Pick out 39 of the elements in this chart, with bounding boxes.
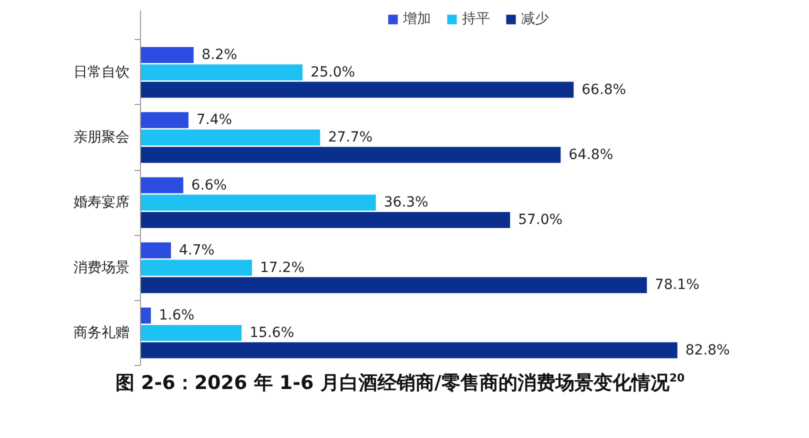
y-tick-label: 商务礼赠 <box>74 324 130 341</box>
data-label: 66.8% <box>582 82 626 98</box>
data-label: 82.8% <box>685 342 730 358</box>
data-label: 25.0% <box>310 64 356 80</box>
data-label: 1.6% <box>158 308 194 324</box>
data-label: 6.6% <box>191 177 227 194</box>
bar <box>140 130 320 146</box>
bar <box>140 277 647 294</box>
bar <box>140 146 561 163</box>
text: 图 2-6：2026 年 1-6 月白酒经销商/零售商的消费场景变化情况$^{20}$ <box>114 370 686 396</box>
y-tick-label: 日常自饮 <box>74 64 130 80</box>
bar <box>140 342 678 358</box>
bar <box>140 112 188 128</box>
bar <box>140 177 184 194</box>
legend-label: 增加 <box>403 10 431 28</box>
y-tick-label: 亲朋聚会 <box>74 130 130 146</box>
data-label: 27.7% <box>328 130 373 146</box>
legend-label: 持平 <box>462 10 490 28</box>
y-tick-label: 婚寿宴席 <box>74 194 130 211</box>
bar <box>140 324 242 341</box>
bar <box>140 260 252 276</box>
bar <box>140 47 194 63</box>
bar <box>140 194 376 211</box>
data-label: 15.6% <box>250 324 294 341</box>
y-tick-label: 消费场景 <box>74 260 130 276</box>
bar <box>140 82 574 98</box>
data-label: 36.3% <box>384 194 428 211</box>
bar <box>140 242 171 258</box>
data-label: 17.2% <box>260 260 305 276</box>
bar <box>140 212 510 228</box>
data-label: 57.0% <box>518 212 563 228</box>
data-label: 78.1% <box>654 277 700 294</box>
data-label: 8.2% <box>202 47 238 64</box>
data-label: 7.4% <box>196 112 232 128</box>
bar <box>140 64 303 80</box>
data-label: 4.7% <box>178 242 215 258</box>
legend-label: 减少 <box>521 10 549 28</box>
data-label: 64.8% <box>568 146 614 163</box>
bar <box>140 308 151 324</box>
